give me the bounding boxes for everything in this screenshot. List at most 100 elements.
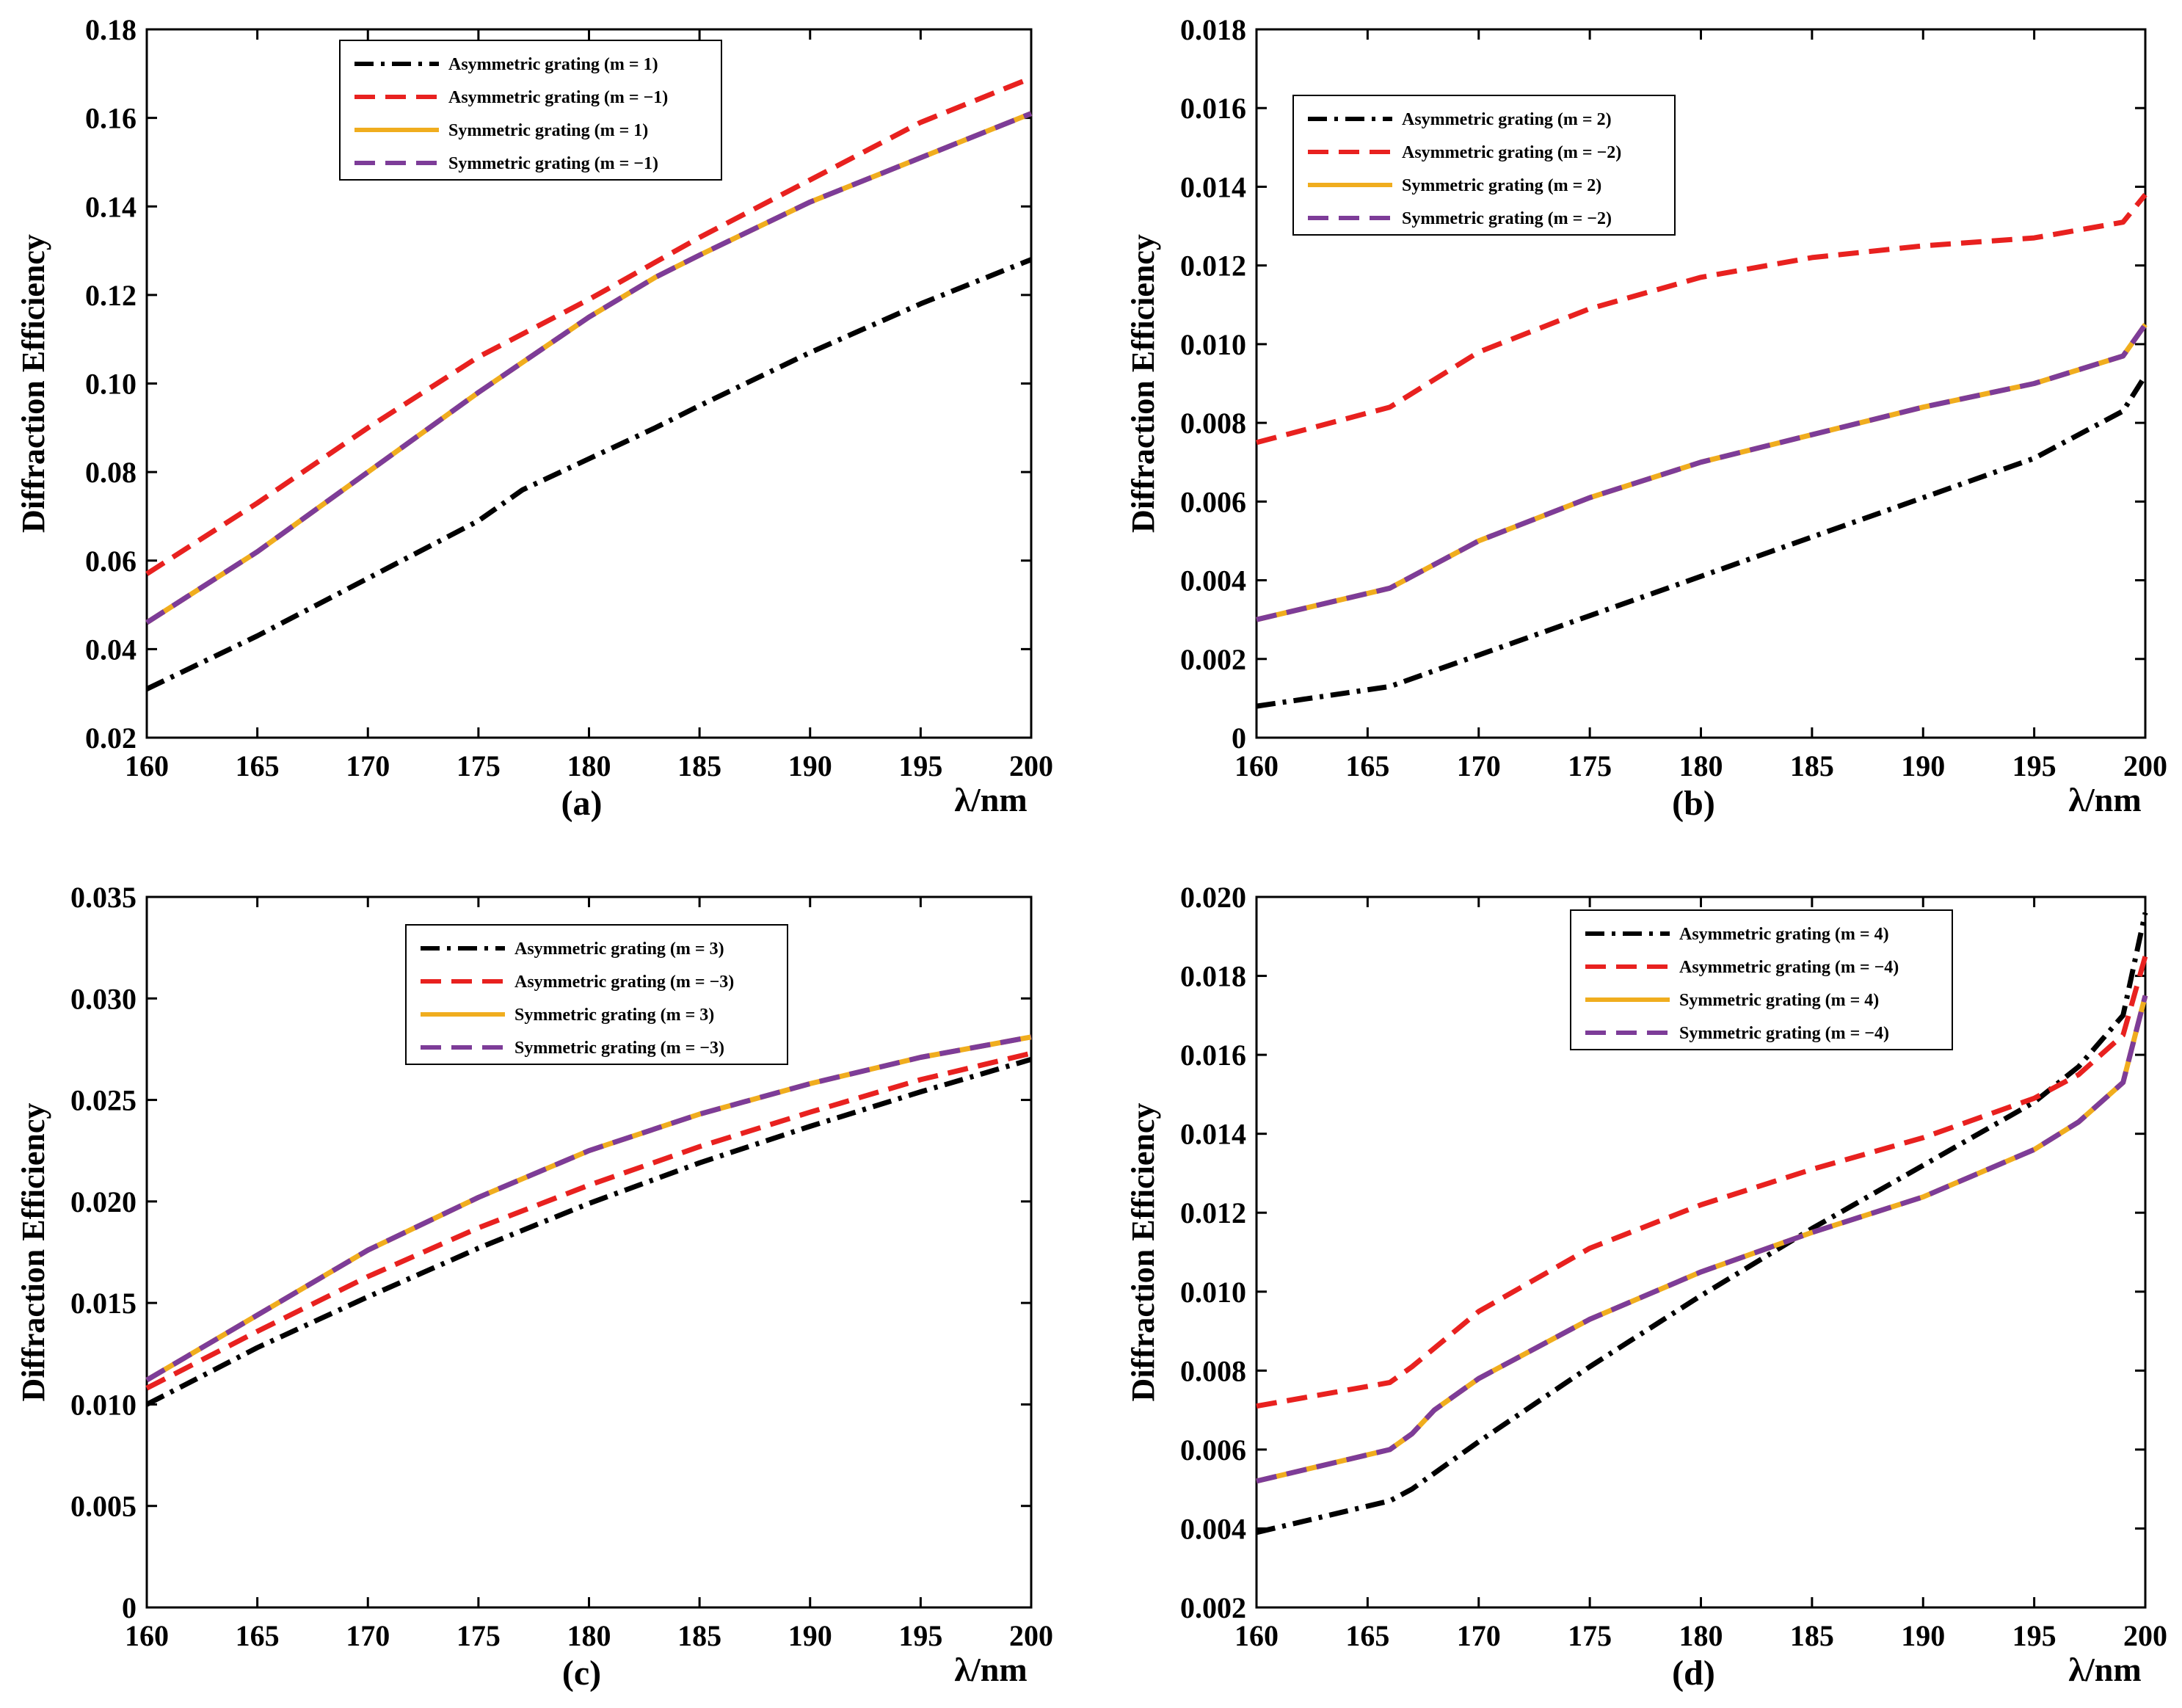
x-tick-label: 180 <box>567 1619 611 1652</box>
y-tick-label: 0.006 <box>1180 485 1246 518</box>
x-tick-label: 185 <box>1790 1619 1834 1652</box>
series-line-0 <box>145 1056 1032 1407</box>
y-tick-label: 0.004 <box>1180 564 1246 597</box>
y-tick-label: 0.008 <box>1180 1354 1246 1387</box>
legend-entry: Asymmetric grating (m = 3) <box>514 940 724 959</box>
y-tick-label: 0.002 <box>1180 1591 1246 1624</box>
y-tick-label: 0.12 <box>85 279 137 312</box>
x-tick-label: 175 <box>1568 749 1612 782</box>
series-line-1 <box>1256 193 2148 446</box>
x-tick-label: 190 <box>1901 1619 1945 1652</box>
legend-entry: Asymmetric grating (m = −3) <box>514 973 734 992</box>
panel-label: (b) <box>1672 784 1715 823</box>
x-tick-label: 185 <box>1790 749 1834 782</box>
y-tick-label: 0.006 <box>1180 1433 1246 1467</box>
y-tick-label: 0.014 <box>1180 1118 1246 1151</box>
x-axis-label: λ/nm <box>2068 781 2141 818</box>
x-tick-label: 160 <box>1234 749 1279 782</box>
y-tick-label: 0.10 <box>85 368 137 401</box>
y-tick-label: 0.010 <box>1180 1276 1246 1309</box>
x-tick-label: 165 <box>1345 1619 1389 1652</box>
legend-entry: Asymmetric grating (m = 2) <box>1402 110 1612 129</box>
legend-entry: Asymmetric grating (m = −2) <box>1402 143 1621 162</box>
legend-entry: Symmetric grating (m = −4) <box>1679 1024 1889 1043</box>
chart-panel-0: 160 165 170 175 180 185 190 195 200 0.02 0.04 0.06 0… <box>15 13 1053 823</box>
x-tick-label: 170 <box>1457 749 1501 782</box>
y-tick-label: 0.016 <box>1180 1039 1246 1072</box>
series-line-1 <box>145 1050 1032 1391</box>
y-tick-label: 0.008 <box>1180 407 1246 440</box>
series-line-1 <box>1256 955 2148 1409</box>
y-tick-label: 0 <box>1232 722 1246 755</box>
y-tick-label: 0.004 <box>1180 1512 1246 1545</box>
y-tick-label: 0.14 <box>85 190 137 223</box>
x-tick-label: 170 <box>346 1619 390 1652</box>
chart-panel-3: 160 165 170 175 180 185 190 195 200 0.002 0.004 0.0… <box>1125 881 2167 1693</box>
x-tick-label: 170 <box>346 749 390 782</box>
y-tick-label: 0.014 <box>1180 170 1246 203</box>
y-tick-label: 0.18 <box>85 13 137 46</box>
legend-entry: Symmetric grating (m = −1) <box>448 154 658 173</box>
legend-entry: Symmetric grating (m = 4) <box>1679 991 1879 1010</box>
x-tick-label: 180 <box>567 749 611 782</box>
x-tick-label: 200 <box>2123 749 2167 782</box>
y-tick-label: 0.030 <box>70 982 137 1015</box>
y-tick-label: 0.016 <box>1180 92 1246 125</box>
x-axis-label: λ/nm <box>954 781 1027 818</box>
series-line-3 <box>1256 323 2148 622</box>
legend-entry: Asymmetric grating (m = −1) <box>448 88 668 107</box>
y-tick-label: 0 <box>122 1591 137 1624</box>
x-tick-label: 185 <box>677 749 721 782</box>
y-tick-label: 0.018 <box>1180 13 1246 46</box>
x-tick-label: 195 <box>898 1619 942 1652</box>
x-tick-label: 190 <box>788 1619 832 1652</box>
chart-panel-2: 160 165 170 175 180 185 190 195 200 0 0.005 0.010 0.… <box>15 881 1053 1693</box>
x-tick-label: 180 <box>1679 1619 1723 1652</box>
y-axis-label: Diffraction Efficiency <box>1125 234 1161 533</box>
y-tick-label: 0.010 <box>1180 328 1246 361</box>
series-line-3 <box>1256 995 2148 1484</box>
x-tick-label: 175 <box>1568 1619 1612 1652</box>
legend-entry: Symmetric grating (m = 1) <box>448 121 648 140</box>
x-tick-label: 190 <box>1901 749 1945 782</box>
y-axis-label: Diffraction Efficiency <box>15 1103 51 1402</box>
legend-entry: Symmetric grating (m = 3) <box>514 1006 714 1025</box>
x-tick-label: 170 <box>1457 1619 1501 1652</box>
x-axis-label: λ/nm <box>2068 1651 2141 1688</box>
y-tick-label: 0.06 <box>85 545 137 578</box>
series-line-2 <box>145 111 1033 625</box>
y-tick-label: 0.16 <box>85 102 137 135</box>
y-tick-label: 0.04 <box>85 633 137 666</box>
y-tick-label: 0.025 <box>70 1084 137 1117</box>
x-axis-label: λ/nm <box>954 1651 1027 1688</box>
x-tick-label: 160 <box>125 749 169 782</box>
x-tick-label: 200 <box>1009 1619 1053 1652</box>
legend: Asymmetric grating (m = 2) Asymmetric gra… <box>1292 95 1676 236</box>
chart-panel-1: 160 165 170 175 180 185 190 195 200 0 0.002 0.004 0.… <box>1125 13 2167 823</box>
series-line-3 <box>145 1034 1032 1383</box>
x-tick-label: 175 <box>457 749 501 782</box>
panel-label: (a) <box>561 784 603 823</box>
x-tick-label: 160 <box>1234 1619 1279 1652</box>
legend-entry: Asymmetric grating (m = 4) <box>1679 925 1889 944</box>
y-tick-label: 0.018 <box>1180 960 1246 993</box>
y-axis-label: Diffraction Efficiency <box>15 234 51 533</box>
x-tick-label: 190 <box>788 749 832 782</box>
x-tick-label: 165 <box>1345 749 1389 782</box>
y-tick-label: 0.002 <box>1180 643 1246 676</box>
legend-entry: Symmetric grating (m = −3) <box>514 1039 724 1058</box>
series-line-0 <box>145 257 1033 691</box>
y-tick-label: 0.005 <box>70 1490 137 1523</box>
y-tick-label: 0.012 <box>1180 250 1246 283</box>
legend-entry: Asymmetric grating (m = 1) <box>448 55 658 74</box>
legend: Asymmetric grating (m = 4) Asymmetric gra… <box>1570 909 1953 1050</box>
x-tick-label: 195 <box>2012 749 2056 782</box>
x-tick-label: 200 <box>1009 749 1053 782</box>
y-tick-label: 0.035 <box>70 881 137 914</box>
series-line-2 <box>1256 995 2148 1484</box>
panel-label: (c) <box>562 1654 601 1693</box>
y-tick-label: 0.020 <box>70 1185 137 1218</box>
x-tick-label: 165 <box>236 749 280 782</box>
series-line-0 <box>1256 912 2148 1536</box>
